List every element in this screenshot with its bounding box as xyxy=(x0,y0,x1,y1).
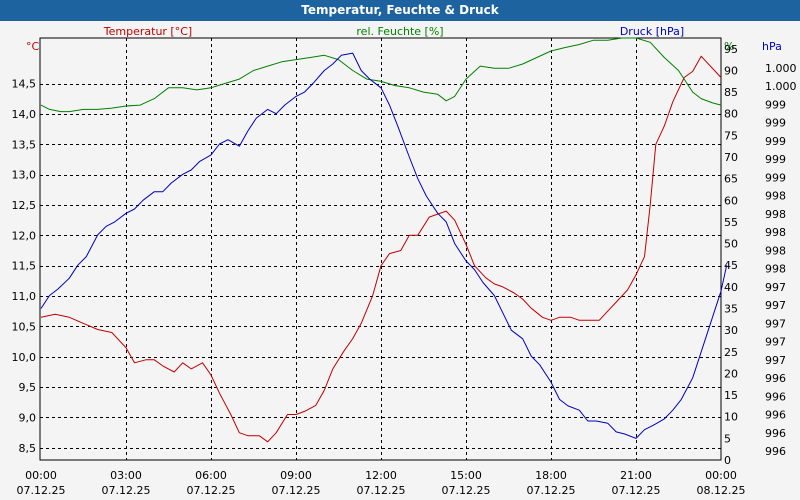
pressure-tick-label: 999 xyxy=(765,117,786,130)
pressure-tick-label: 996 xyxy=(765,409,786,422)
temperature-tick-label: 14,5 xyxy=(12,78,37,91)
date-tick-label: 07.12.25 xyxy=(17,484,66,497)
humidity-tick-label: 25 xyxy=(724,346,738,359)
pressure-tick-label: 999 xyxy=(765,135,786,148)
time-tick-label: 06:00 xyxy=(195,469,227,482)
temperature-tick-label: 9,0 xyxy=(19,411,37,424)
temperature-axis-label: Temperatur [°C] xyxy=(103,25,192,38)
plot-area-frame xyxy=(39,37,722,461)
grid-layer xyxy=(40,38,721,460)
temperature-tick-label: 14,0 xyxy=(12,108,37,121)
temperature-tick-label: 10,0 xyxy=(12,351,37,364)
humidity-tick-label: 85 xyxy=(724,86,738,99)
temperature-unit-label: °C xyxy=(26,40,40,53)
time-tick-label: 00:00 xyxy=(705,469,737,482)
pressure-tick-label: 998 xyxy=(765,208,786,221)
humidity-tick-label: 60 xyxy=(724,194,738,207)
humidity-tick-label: 50 xyxy=(724,238,738,251)
humidity-tick-label: 95 xyxy=(724,43,738,56)
pressure-tick-label: 999 xyxy=(765,153,786,166)
time-tick-label: 03:00 xyxy=(110,469,142,482)
humidity-tick-label: 55 xyxy=(724,216,738,229)
humidity-tick-label: 0 xyxy=(724,454,731,467)
series-line-temperature xyxy=(40,55,722,443)
humidity-tick-label: 80 xyxy=(724,108,738,121)
pressure-tick-label: 997 xyxy=(765,354,786,367)
date-tick-label: 07.12.25 xyxy=(357,484,406,497)
pressure-tick-label: 998 xyxy=(765,190,786,203)
humidity-tick-label: 30 xyxy=(724,324,738,337)
pressure-tick-label: 998 xyxy=(765,226,786,239)
humidity-tick-label: 5 xyxy=(724,432,731,445)
humidity-axis-label: rel. Feuchte [%] xyxy=(356,25,443,38)
date-tick-label: 07.12.25 xyxy=(102,484,151,497)
date-tick-label: 07.12.25 xyxy=(527,484,576,497)
pressure-tick-labels: 996 996 996 996 996 997 997 997 997 997 998 998 998 9… xyxy=(765,62,797,458)
temperature-tick-label: 12,5 xyxy=(12,199,37,212)
date-tick-label: 08.12.25 xyxy=(697,484,746,497)
pressure-unit-label: hPa xyxy=(762,40,782,53)
pressure-tick-label: 1.000 xyxy=(765,80,797,93)
date-tick-label: 07.12.25 xyxy=(442,484,491,497)
humidity-tick-labels: 0 5 10 15 20 25 30 35 40 45 50 55 60 65 70 75 80 85 90 95 xyxy=(724,43,738,467)
humidity-tick-label: 40 xyxy=(724,281,738,294)
pressure-axis-label: Druck [hPa] xyxy=(620,25,684,38)
time-tick-label: 12:00 xyxy=(365,469,397,482)
temperature-tick-label: 11,0 xyxy=(12,290,37,303)
humidity-tick-label: 70 xyxy=(724,151,738,164)
temperature-tick-label: 13,0 xyxy=(12,169,37,182)
time-tick-label: 21:00 xyxy=(620,469,652,482)
pressure-tick-label: 998 xyxy=(765,263,786,276)
chart-title: Temperatur, Feuchte & Druck xyxy=(301,3,499,17)
time-tick-label: 15:00 xyxy=(450,469,482,482)
time-tick-label: 00:00 xyxy=(25,469,57,482)
temperature-tick-label: 9,5 xyxy=(19,381,37,394)
pressure-tick-label: 997 xyxy=(765,299,786,312)
pressure-tick-label: 998 xyxy=(765,244,786,257)
pressure-tick-label: 996 xyxy=(765,445,786,458)
humidity-tick-label: 75 xyxy=(724,129,738,142)
temperature-tick-label: 12,0 xyxy=(12,229,37,242)
pressure-tick-label: 996 xyxy=(765,390,786,403)
series-line-pressure xyxy=(40,52,728,439)
time-tick-label: 09:00 xyxy=(280,469,312,482)
time-tick-labels: 00:00 07.12.25 03:00 07.12.25 06:00 07.12.25 0… xyxy=(17,469,746,497)
series-layer xyxy=(40,37,728,443)
humidity-tick-label: 15 xyxy=(724,389,738,402)
pressure-tick-label: 997 xyxy=(765,336,786,349)
pressure-tick-label: 996 xyxy=(765,427,786,440)
temperature-tick-label: 8,5 xyxy=(19,442,37,455)
date-tick-label: 07.12.25 xyxy=(272,484,321,497)
humidity-tick-label: 65 xyxy=(724,173,738,186)
temperature-tick-label: 10,5 xyxy=(12,320,37,333)
series-line-humidity xyxy=(40,37,722,113)
time-tick-label: 18:00 xyxy=(535,469,567,482)
humidity-unit-label: % xyxy=(724,40,734,53)
pressure-tick-label: 999 xyxy=(765,171,786,184)
pressure-tick-label: 1.000 xyxy=(765,62,797,75)
temperature-tick-label: 13,5 xyxy=(12,138,37,151)
temperature-tick-label: 11,5 xyxy=(12,260,37,273)
temperature-tick-labels: 8,5 9,0 9,5 10,0 10,5 11,0 11,5 12,0 12,5 13,0 13,… xyxy=(12,78,37,455)
chart-title-bar: Temperatur, Feuchte & Druck xyxy=(0,0,800,21)
pressure-tick-label: 996 xyxy=(765,372,786,385)
pressure-tick-label: 999 xyxy=(765,98,786,111)
pressure-tick-label: 997 xyxy=(765,317,786,330)
humidity-tick-label: 10 xyxy=(724,411,738,424)
humidity-tick-label: 45 xyxy=(724,259,738,272)
humidity-tick-label: 20 xyxy=(724,367,738,380)
humidity-tick-label: 35 xyxy=(724,303,738,316)
date-tick-label: 07.12.25 xyxy=(187,484,236,497)
date-tick-label: 07.12.25 xyxy=(612,484,661,497)
humidity-tick-label: 90 xyxy=(724,64,738,77)
pressure-tick-label: 997 xyxy=(765,281,786,294)
